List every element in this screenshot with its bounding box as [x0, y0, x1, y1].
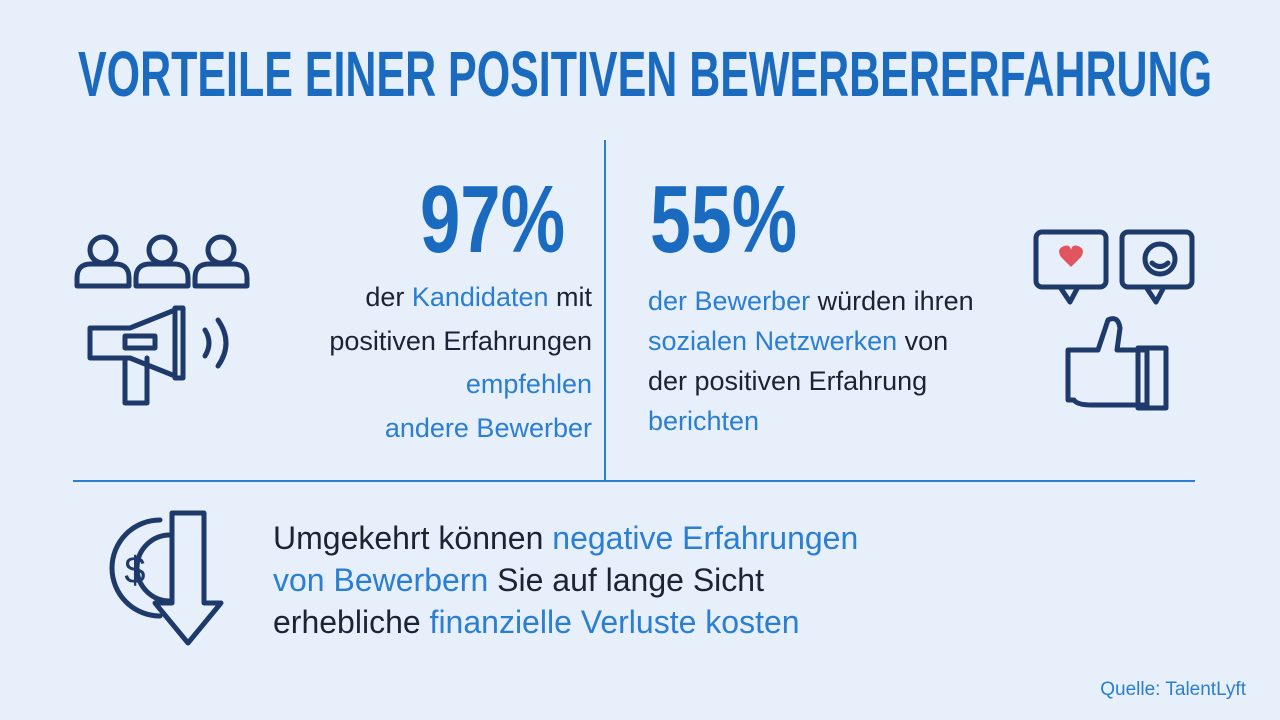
- text-line: erhebliche finanzielle Verluste kosten: [273, 604, 800, 640]
- highlight: von Bewerbern: [273, 562, 488, 598]
- text-line: der Bewerber würden ihren: [648, 286, 974, 316]
- text: Sie auf lange Sicht: [488, 562, 764, 598]
- text-line: positiven Erfahrungen: [329, 326, 592, 356]
- text: der: [365, 282, 412, 312]
- text-line: von Bewerbern Sie auf lange Sicht: [273, 562, 764, 598]
- text: Umgekehrt können: [273, 520, 552, 556]
- bottom-text: Umgekehrt können negative Erfahrungen vo…: [273, 520, 858, 640]
- money-loss-icon: $: [109, 510, 224, 646]
- text-line: sozialen Netzwerken von: [648, 326, 948, 356]
- text-line: der positiven Erfahrung: [648, 366, 927, 396]
- text: erhebliche: [273, 604, 430, 640]
- text-line: berichten: [648, 406, 759, 436]
- stat-text: der Kandidaten mit positiven Erfahrungen…: [329, 282, 592, 443]
- title: VORTEILE EINER POSITIVEN BEWERBERERFAHRU…: [78, 38, 1212, 110]
- highlight: der Bewerber: [648, 286, 810, 316]
- text-line: empfehlen: [466, 369, 592, 399]
- stat-value: 55%: [650, 166, 797, 273]
- svg-text:$: $: [124, 550, 145, 592]
- highlight: Kandidaten: [412, 282, 549, 312]
- text: würden ihren: [810, 286, 974, 316]
- highlight: sozialen Netzwerken: [648, 326, 897, 356]
- highlight: finanzielle Verluste kosten: [430, 604, 800, 640]
- stat-value: 97%: [420, 166, 565, 273]
- stat-text: der Bewerber würden ihren sozialen Netzw…: [648, 286, 974, 436]
- highlight: negative Erfahrungen: [552, 520, 858, 556]
- text-line: andere Bewerber: [385, 413, 592, 443]
- megaphone-icon: [87, 305, 229, 406]
- text-line: Umgekehrt können negative Erfahrungen: [273, 520, 858, 556]
- social-icon: [1033, 229, 1195, 411]
- text: von: [897, 326, 948, 356]
- people-icon: [74, 234, 250, 289]
- source: Quelle: TalentLyft: [1100, 679, 1246, 700]
- text-line: der Kandidaten mit: [365, 282, 592, 312]
- text: mit: [549, 282, 593, 312]
